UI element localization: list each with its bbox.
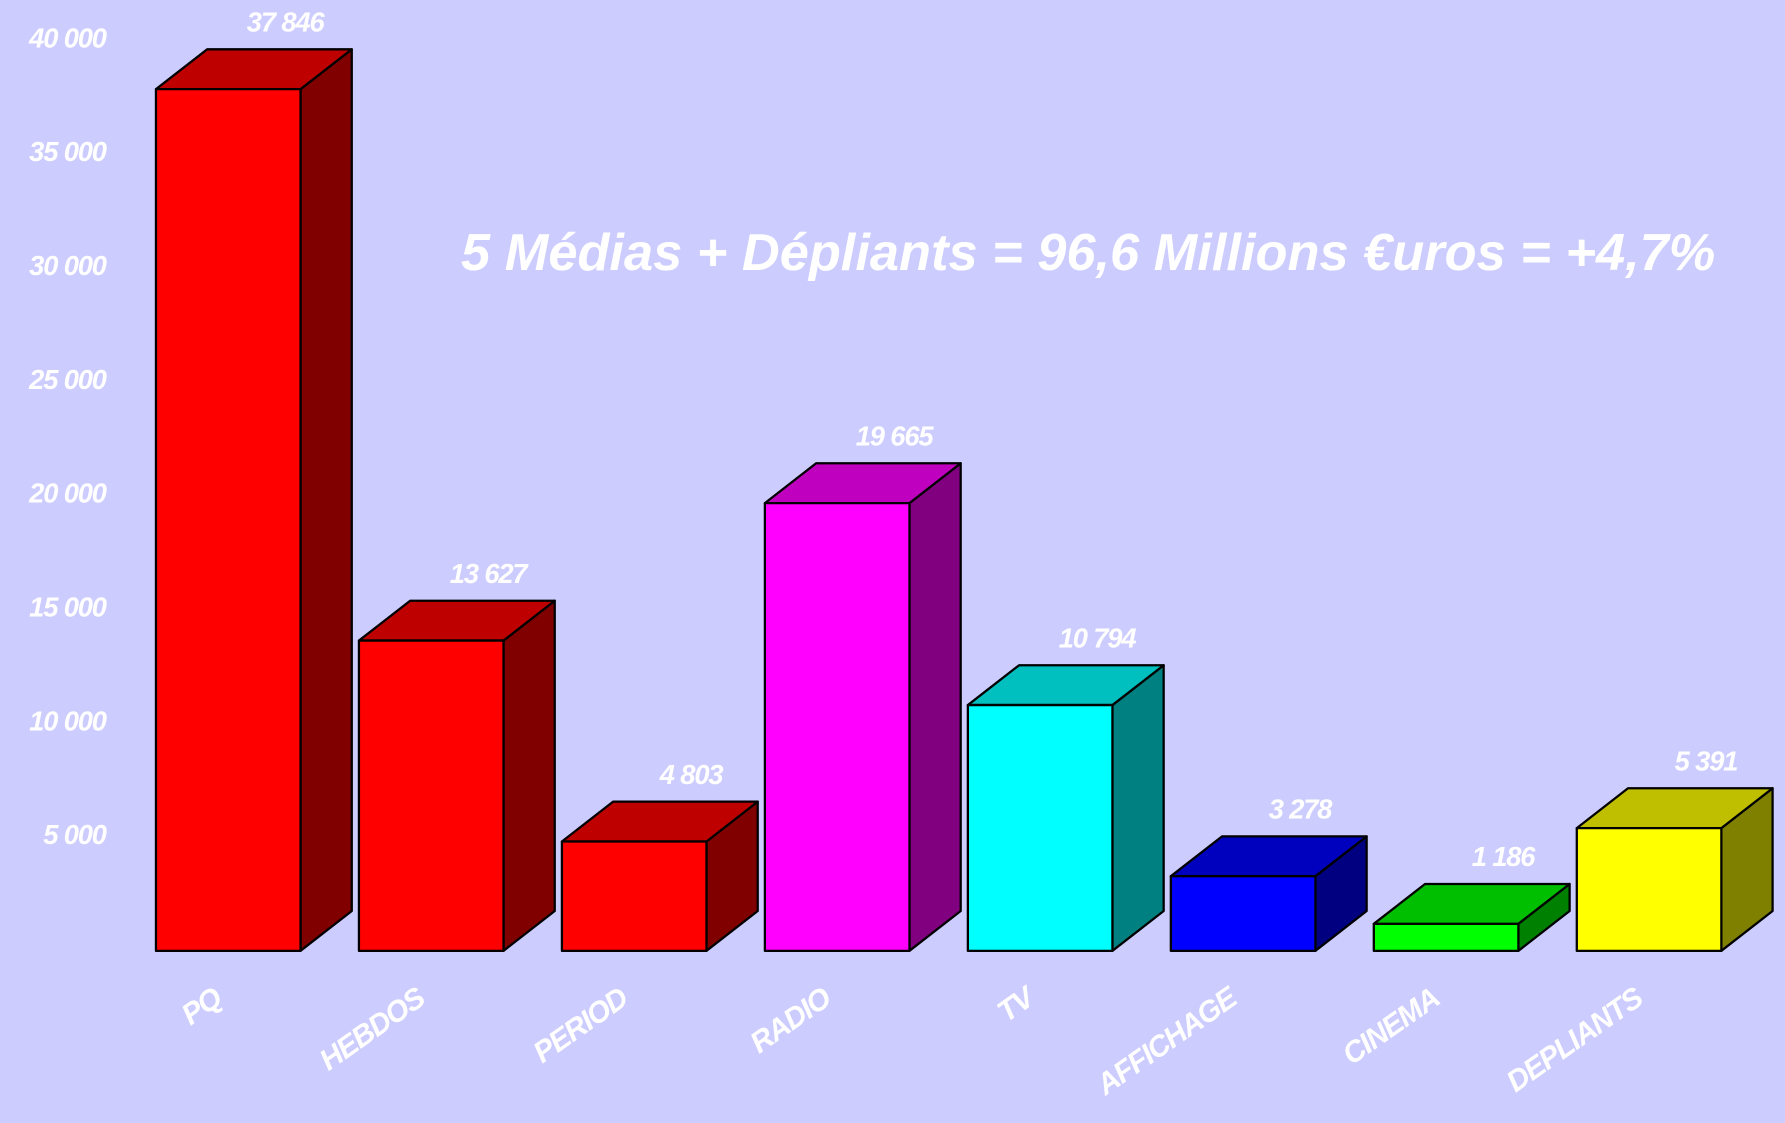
y-tick-label: 40 000 [28,22,107,53]
bar-side [1111,664,1165,952]
bar-front [357,639,505,952]
value-label: 37 846 [247,6,326,37]
y-tick-label: 15 000 [29,592,107,623]
value-label: 10 794 [1059,622,1137,653]
value-label: 3 278 [1269,794,1334,825]
bar-side [299,48,353,952]
value-label: 13 627 [450,558,530,589]
bar-side [908,462,962,952]
bar-front [1169,875,1317,952]
y-tick-label: 35 000 [29,136,107,167]
y-tick-label: 25 000 [28,364,107,395]
bar-front [1372,922,1520,952]
bar-front [966,703,1114,952]
y-tick-label: 30 000 [29,250,107,281]
y-tick-label: 5 000 [43,819,107,850]
value-label: 5 391 [1675,745,1738,776]
bar-front [560,840,708,952]
value-label: 19 665 [856,420,935,451]
bar-front [763,501,911,952]
y-tick-label: 10 000 [29,705,107,736]
value-label: 1 186 [1472,841,1537,872]
bar-front [1575,826,1723,952]
bar-front [154,88,302,952]
bar-side [502,599,556,952]
y-tick-label: 20 000 [28,478,107,509]
annotation: 5 Médias + Dépliants = 96,6 Millions €ur… [461,224,1715,282]
value-label: 4 803 [659,759,724,790]
